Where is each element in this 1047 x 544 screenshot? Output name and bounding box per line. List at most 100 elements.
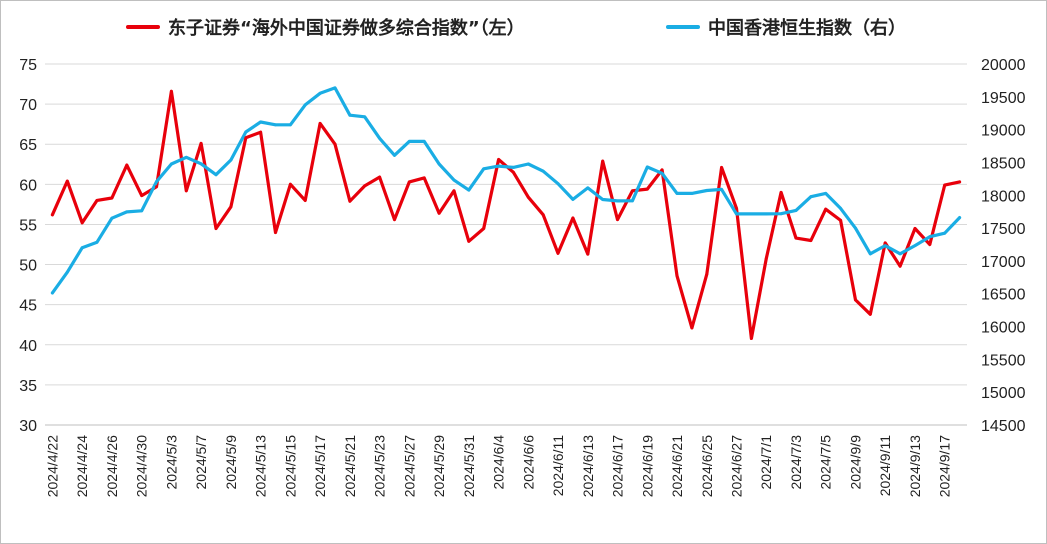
y-right-tick-label: 18000 [981,188,1026,205]
data-point-left [868,312,872,316]
data-point-left [839,219,842,222]
data-point-right [452,178,456,182]
data-point-right [750,212,753,216]
x-tick-label: 2024/5/7 [193,435,209,490]
chart-legend: 东子证券“海外中国证券做多综合指数”（左） 中国香港恒生指数（右） [0,14,1047,40]
data-point-right [705,189,709,192]
data-point-right [764,212,768,216]
data-point-right [51,291,54,295]
data-point-left [601,159,605,163]
x-tick-label: 2024/5/17 [312,435,328,497]
data-point-right [378,136,381,140]
data-point-right [660,171,664,175]
data-point-left [407,180,411,184]
data-point-left [259,130,262,134]
x-tick-label: 2024/6/17 [610,435,626,497]
x-tick-label: 2024/6/21 [669,435,685,497]
x-tick-label: 2024/5/29 [431,435,447,497]
legend-item-left-series: 东子证券“海外中国证券做多综合指数”（左） [126,14,525,40]
data-point-left [140,194,144,198]
data-point-right [155,180,158,184]
data-point-right [229,158,233,162]
x-tick-label: 2024/5/23 [372,435,388,497]
data-point-left [586,252,590,256]
data-point-right [393,153,396,157]
data-point-right [437,162,441,166]
data-point-left [750,337,753,340]
data-point-left [764,257,768,261]
x-tick-label: 2024/6/11 [550,435,566,496]
data-point-left [735,207,738,210]
data-point-right [407,140,411,143]
x-tick-label: 2024/5/9 [223,435,239,490]
data-point-left [675,274,679,278]
legend-label-left-series: 东子证券“海外中国证券做多综合指数”（左） [168,18,525,39]
x-tick-label: 2024/6/6 [520,435,536,490]
data-point-left [289,182,292,186]
data-point-left [631,189,634,193]
data-point-right [868,252,872,256]
data-point-left [110,196,114,200]
data-point-left [616,218,619,222]
data-point-right [140,209,144,213]
y-right-tick-label: 16500 [981,287,1026,304]
data-point-left [184,189,188,193]
data-point-left [452,189,456,193]
legend-swatch-right-series [666,25,700,29]
data-point-right [259,120,262,124]
data-point-right [170,162,173,166]
data-point-right [363,115,367,119]
data-point-right [512,166,515,169]
y-right-tick-label: 15500 [981,352,1026,369]
data-point-left [467,239,471,243]
data-point-left [824,207,828,211]
data-point-left [497,158,500,161]
x-tick-label: 2024/7/5 [818,435,834,490]
data-point-right [809,195,813,199]
data-point-right [690,192,694,195]
series-line-right [50,86,962,295]
data-point-left [155,185,158,189]
data-point-right [482,167,486,171]
data-point-right [645,165,649,169]
data-point-left [526,195,530,199]
data-point-right [958,216,961,220]
legend-item-right-series: 中国香港恒生指数（右） [666,14,906,40]
data-point-right [422,140,426,143]
x-tick-label: 2024/6/25 [699,435,715,497]
y-right-tick-label: 16000 [981,320,1026,337]
x-tick-label: 2024/9/13 [907,435,923,497]
data-point-left [779,191,783,194]
x-tick-label: 2024/9/11 [877,435,893,496]
data-point-left [809,239,813,242]
series-line-left [50,89,962,340]
data-point-left [378,175,381,179]
y-left-tick-label: 65 [19,137,37,154]
data-point-left [571,216,575,220]
data-point-left [482,227,486,230]
data-point-left [170,89,173,93]
x-tick-label: 2024/4/24 [74,435,90,497]
y-right-tick-label: 19500 [981,90,1026,107]
data-point-left [854,298,857,302]
legend-label-right-series: 中国香港恒生指数（右） [708,18,906,39]
data-point-right [883,244,887,248]
data-point-left [318,122,322,125]
y-left-tick-label: 60 [19,177,37,194]
data-point-right [839,207,842,210]
data-point-left [422,176,426,180]
data-point-right [586,186,590,190]
y-left-tick-label: 55 [19,217,37,234]
data-point-right [303,103,307,107]
data-point-right [199,162,203,166]
data-point-right [616,199,619,203]
y-left-tick-label: 70 [19,97,37,114]
data-point-right [779,212,783,216]
data-point-left [512,170,515,174]
data-point-right [720,188,723,191]
data-point-right [289,123,292,127]
x-tick-label: 2024/7/1 [758,435,774,490]
data-point-right [65,270,69,274]
x-tick-label: 2024/4/26 [104,435,120,497]
